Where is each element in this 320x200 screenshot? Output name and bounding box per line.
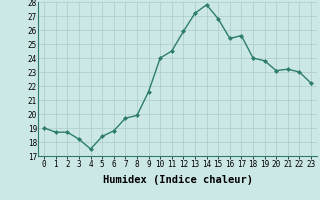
X-axis label: Humidex (Indice chaleur): Humidex (Indice chaleur) [103,175,252,185]
